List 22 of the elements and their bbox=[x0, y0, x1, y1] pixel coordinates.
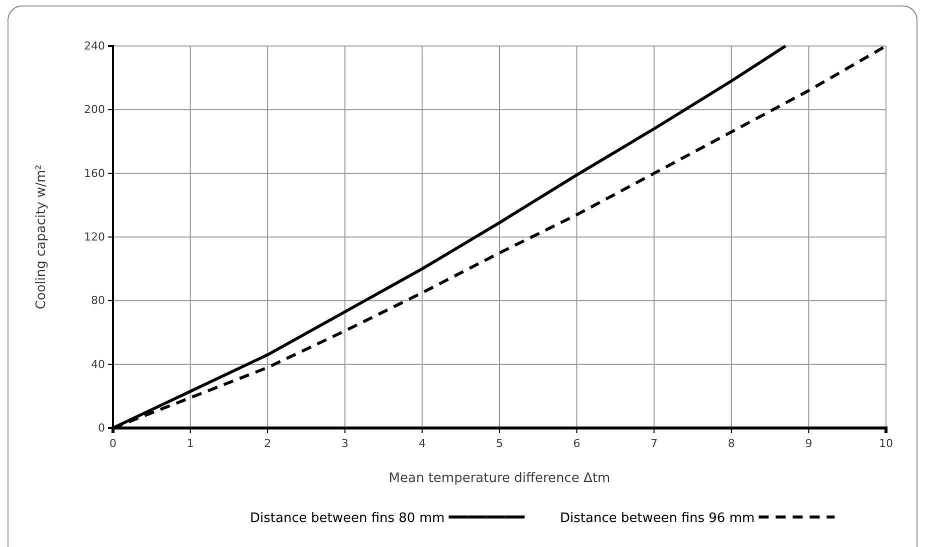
x-tick-label: 6 bbox=[573, 436, 580, 450]
x-tick-label: 9 bbox=[805, 436, 812, 450]
x-tick-label: 4 bbox=[418, 436, 426, 450]
y-tick-label: 240 bbox=[84, 40, 105, 53]
y-tick-label: 160 bbox=[84, 166, 105, 180]
y-axis-title: Cooling capacity w/m² bbox=[34, 164, 49, 310]
x-tick-label: 2 bbox=[264, 436, 272, 450]
x-tick-label: 7 bbox=[650, 436, 658, 450]
y-tick-label: 80 bbox=[91, 294, 105, 308]
y-tick-label: 40 bbox=[91, 358, 105, 371]
x-tick-label: 5 bbox=[496, 436, 503, 450]
y-tick-label: 200 bbox=[84, 103, 105, 116]
y-tick-label: 120 bbox=[84, 230, 105, 244]
x-tick-label: 8 bbox=[728, 436, 735, 450]
x-axis-title: Mean temperature difference Δtm bbox=[388, 471, 610, 486]
x-tick-label: 10 bbox=[879, 436, 893, 450]
y-tick-label: 0 bbox=[98, 422, 105, 435]
x-tick-label: 1 bbox=[186, 436, 194, 450]
legend-label: Distance between fins 96 mm bbox=[560, 511, 755, 526]
x-tick-label: 0 bbox=[110, 436, 116, 450]
legend-label: Distance between fins 80 mm bbox=[250, 511, 445, 526]
x-tick-label: 3 bbox=[341, 436, 348, 450]
